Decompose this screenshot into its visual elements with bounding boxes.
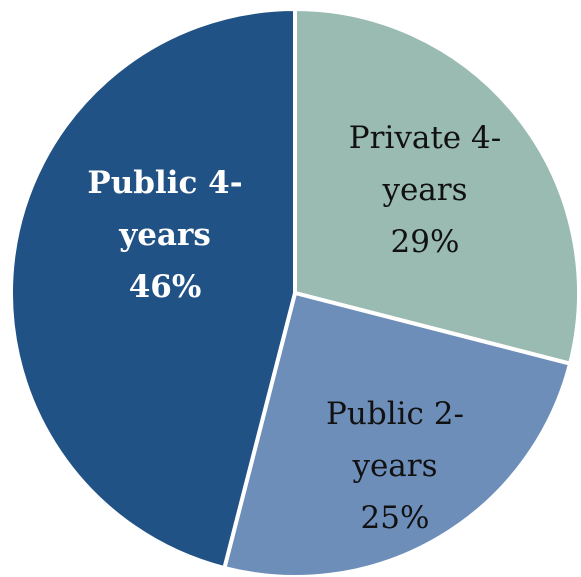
slice-category-label: Public 4- xyxy=(87,165,242,201)
slice-percent-label: 25% xyxy=(361,500,430,536)
slice-category-label: years xyxy=(118,217,211,253)
slice-category-label: years xyxy=(381,172,467,208)
slice-label-public-4: Public 4- years 46% xyxy=(87,165,242,305)
slice-category-label: Private 4- xyxy=(349,120,501,156)
slice-percent-label: 46% xyxy=(129,269,202,305)
slice-label-private-4: Private 4- years 29% xyxy=(349,120,501,260)
slice-category-label: Public 2- xyxy=(326,396,464,432)
pie-slice-public-4 xyxy=(8,7,297,571)
pie-slice-private-4 xyxy=(293,7,581,366)
slice-percent-label: 29% xyxy=(391,224,460,260)
slice-category-label: years xyxy=(351,448,437,484)
slice-label-public-2: Public 2- years 25% xyxy=(326,396,464,536)
